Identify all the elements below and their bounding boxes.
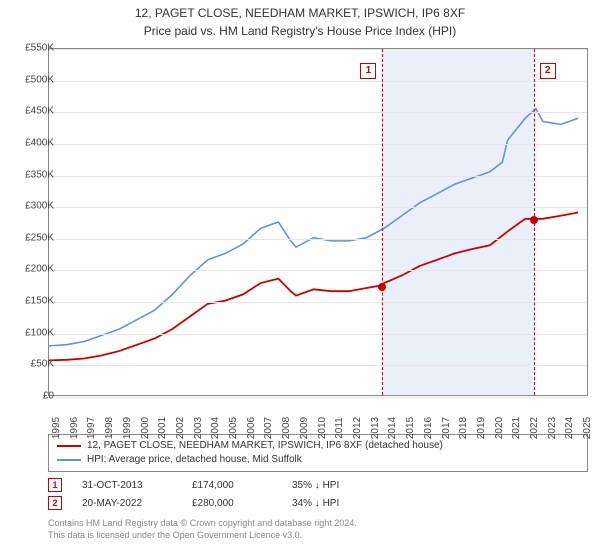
marker-line (382, 49, 383, 395)
legend-swatch-property (57, 445, 81, 447)
y-axis-label: £100K (10, 327, 54, 338)
y-axis-label: £300K (10, 201, 54, 212)
gridline (49, 144, 587, 145)
event-date: 31-OCT-2013 (82, 480, 172, 491)
x-axis-label: 2012 (352, 417, 363, 439)
x-axis-label: 1996 (69, 417, 80, 439)
chart-title: 12, PAGET CLOSE, NEEDHAM MARKET, IPSWICH… (0, 0, 600, 22)
event-delta: 34% ↓ HPI (292, 498, 339, 509)
x-axis-label: 2011 (334, 417, 345, 439)
legend-row: HPI: Average price, detached house, Mid … (57, 453, 579, 467)
gridline (49, 176, 587, 177)
legend-label: HPI: Average price, detached house, Mid … (87, 453, 302, 467)
x-axis-label: 1999 (122, 417, 133, 439)
event-price: £174,000 (192, 480, 272, 491)
x-axis-label: 1998 (104, 417, 115, 439)
line-canvas (49, 49, 587, 395)
x-axis-label: 2017 (441, 417, 452, 439)
legend-label: 12, PAGET CLOSE, NEEDHAM MARKET, IPSWICH… (87, 439, 443, 453)
x-axis-label: 2014 (387, 417, 398, 439)
x-axis-label: 2009 (299, 417, 310, 439)
x-axis-label: 2010 (317, 417, 328, 439)
y-axis-label: £250K (10, 232, 54, 243)
legend-swatch-hpi (57, 459, 81, 461)
x-axis-label: 2006 (246, 417, 257, 439)
footnote-line: Contains HM Land Registry data © Crown c… (48, 518, 588, 530)
event-row: 1 31-OCT-2013 £174,000 35% ↓ HPI (48, 476, 588, 494)
x-axis-label: 2013 (370, 417, 381, 439)
gridline (49, 81, 587, 82)
y-axis-label: £350K (10, 169, 54, 180)
legend-row: 12, PAGET CLOSE, NEEDHAM MARKET, IPSWICH… (57, 439, 579, 453)
event-marker-icon: 2 (48, 496, 62, 510)
x-axis-label: 2007 (263, 417, 274, 439)
gridline (49, 365, 587, 366)
x-axis-label: 1997 (86, 417, 97, 439)
x-axis-label: 2022 (529, 417, 540, 439)
gridline (49, 270, 587, 271)
event-row: 2 20-MAY-2022 £280,000 34% ↓ HPI (48, 494, 588, 512)
y-axis-label: £50K (10, 359, 54, 370)
event-date: 20-MAY-2022 (82, 498, 172, 509)
data-point-icon (378, 283, 386, 291)
x-axis-label: 2015 (405, 417, 416, 439)
events-table: 1 31-OCT-2013 £174,000 35% ↓ HPI 2 20-MA… (48, 476, 588, 512)
y-axis-label: £500K (10, 74, 54, 85)
x-axis-label: 1995 (51, 417, 62, 439)
y-axis-label: £200K (10, 264, 54, 275)
y-axis-label: £550K (10, 43, 54, 54)
event-marker-icon: 1 (48, 478, 62, 492)
chart-container: 12, PAGET CLOSE, NEEDHAM MARKET, IPSWICH… (0, 0, 600, 560)
marker-box: 1 (360, 63, 376, 79)
y-axis-label: £450K (10, 106, 54, 117)
plot-area: 12 (48, 48, 588, 396)
y-axis-label: £0 (10, 391, 54, 402)
x-axis-label: 2008 (281, 417, 292, 439)
event-price: £280,000 (192, 498, 272, 509)
x-axis-label: 2000 (140, 417, 151, 439)
data-point-icon (530, 216, 538, 224)
gridline (49, 302, 587, 303)
gridline (49, 49, 587, 50)
x-axis-label: 2001 (157, 417, 168, 439)
x-axis-label: 2021 (511, 417, 522, 439)
footnote: Contains HM Land Registry data © Crown c… (48, 518, 588, 541)
marker-box: 2 (540, 63, 556, 79)
x-axis-label: 2004 (210, 417, 221, 439)
gridline (49, 239, 587, 240)
legend: 12, PAGET CLOSE, NEEDHAM MARKET, IPSWICH… (48, 434, 588, 472)
x-axis-label: 2020 (494, 417, 505, 439)
x-axis-label: 2024 (564, 417, 575, 439)
x-axis-label: 2018 (458, 417, 469, 439)
x-axis-label: 2019 (476, 417, 487, 439)
series-property (49, 213, 578, 361)
x-axis-label: 2016 (423, 417, 434, 439)
y-axis-label: £150K (10, 296, 54, 307)
gridline (49, 207, 587, 208)
footnote-line: This data is licensed under the Open Gov… (48, 530, 588, 542)
gridline (49, 112, 587, 113)
gridline (49, 334, 587, 335)
x-axis-label: 2023 (547, 417, 558, 439)
x-axis-label: 2005 (228, 417, 239, 439)
x-axis-label: 2025 (582, 417, 593, 439)
event-delta: 35% ↓ HPI (292, 480, 339, 491)
gridline (49, 397, 587, 398)
chart-subtitle: Price paid vs. HM Land Registry's House … (0, 22, 600, 38)
x-axis-label: 2002 (175, 417, 186, 439)
y-axis-label: £400K (10, 137, 54, 148)
x-axis-label: 2003 (193, 417, 204, 439)
